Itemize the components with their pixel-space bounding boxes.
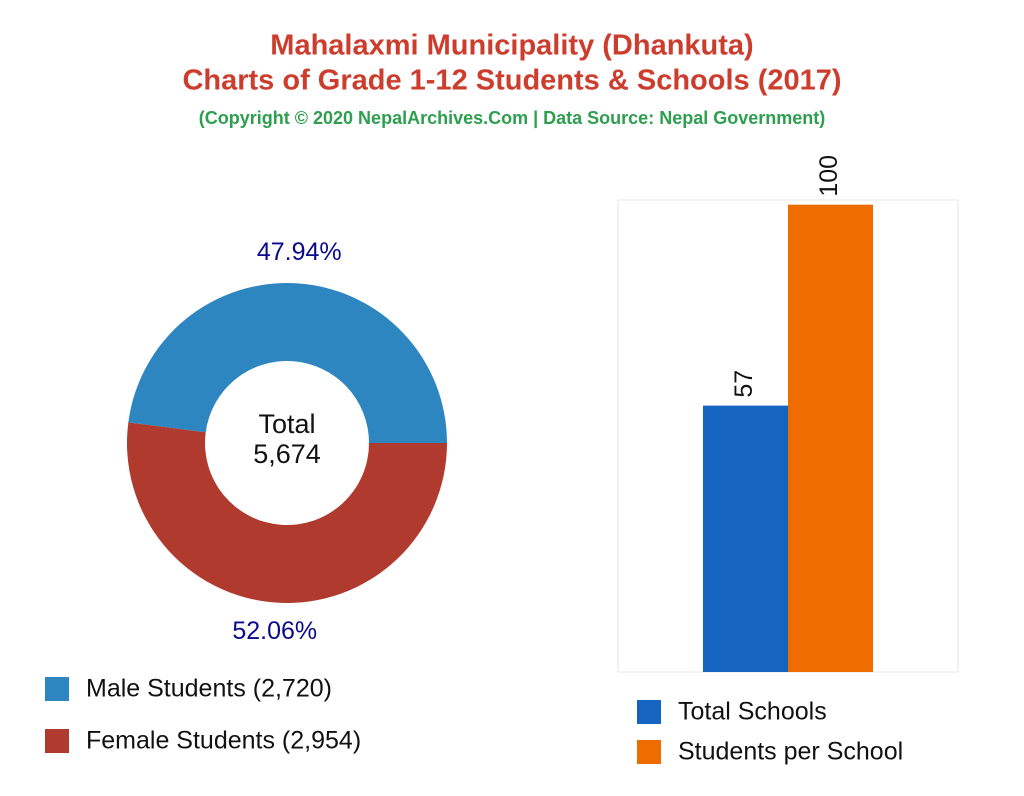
chart-title: Mahalaxmi Municipality (Dhankuta) [270, 30, 753, 62]
chart-subtitle: (Copyright © 2020 NepalArchives.Com | Da… [199, 108, 825, 128]
bar [703, 405, 788, 672]
legend-swatch [637, 740, 661, 764]
data-label: 47.94% [257, 238, 342, 266]
legend-swatch [637, 700, 661, 724]
bar [788, 204, 873, 672]
pie-slice [126, 422, 447, 604]
data-label: 100 [815, 155, 843, 197]
legend-label: Female Students (2,954) [86, 727, 361, 755]
data-label: 52.06% [232, 617, 317, 645]
data-label: 57 [730, 370, 758, 398]
chart-title: Charts of Grade 1-12 Students & Schools … [182, 65, 841, 97]
center-label: 5,674 [253, 439, 321, 469]
legend-label: Total Schools [678, 698, 827, 726]
legend-swatch [45, 729, 69, 753]
legend-swatch [45, 677, 69, 701]
pie-slice [128, 283, 447, 443]
center-label: Total [258, 409, 315, 439]
legend-label: Male Students (2,720) [86, 675, 332, 703]
legend-label: Students per School [678, 738, 903, 766]
